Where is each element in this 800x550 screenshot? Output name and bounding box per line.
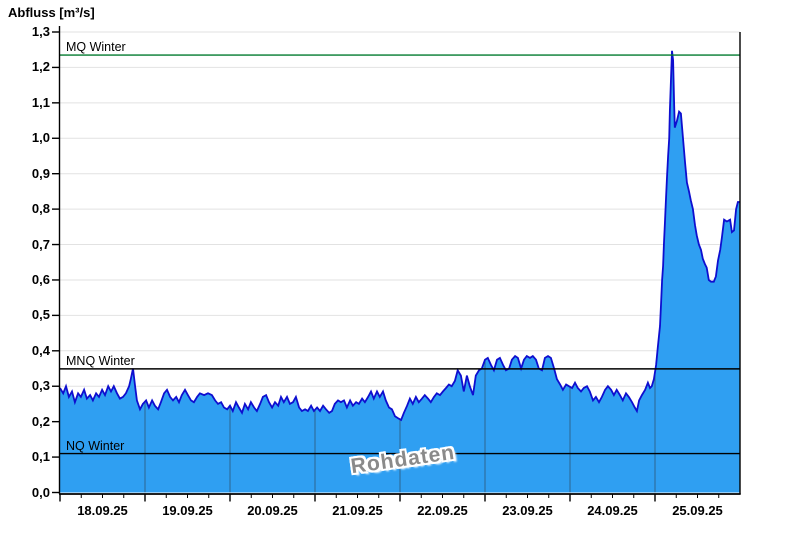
x-tick-label: 19.09.25 [162, 503, 213, 518]
discharge-area-fill [60, 50, 740, 493]
x-tick-label: 18.09.25 [77, 503, 128, 518]
y-tick-label: 0,8 [31, 201, 50, 217]
discharge-line [59, 50, 740, 422]
y-tick-label: 0,3 [31, 378, 50, 394]
x-tick-label: 21.09.25 [332, 503, 383, 518]
y-tick-label: 1,3 [31, 24, 50, 39]
reference-label-mnq-winter: MNQ Winter [66, 353, 135, 368]
reference-label-mq-winter: MQ Winter [66, 40, 126, 55]
y-tick-label: 0,6 [31, 271, 50, 287]
y-tick-label: 0,5 [31, 307, 50, 323]
y-tick-label: 0,7 [31, 236, 50, 252]
x-tick-label: 22.09.25 [417, 503, 468, 518]
y-tick-label: 0,9 [31, 165, 50, 181]
y-tick-label: 1,0 [31, 130, 50, 146]
y-tick-label: 0,0 [31, 484, 50, 500]
chart-title: Abfluss [m³/s] [8, 5, 95, 20]
y-tick-label: 0,4 [31, 342, 50, 358]
y-tick-label: 0,2 [31, 413, 50, 429]
y-tick-label: 1,1 [31, 94, 50, 110]
reference-label-nq-winter: NQ Winter [66, 438, 125, 453]
x-tick-label: 23.09.25 [502, 503, 553, 518]
x-tick-label: 24.09.25 [587, 503, 638, 518]
y-tick-label: 0,1 [31, 449, 50, 465]
y-tick-label: 1,2 [31, 59, 50, 75]
x-tick-label: 20.09.25 [247, 503, 298, 518]
x-tick-label: 25.09.25 [672, 503, 723, 518]
